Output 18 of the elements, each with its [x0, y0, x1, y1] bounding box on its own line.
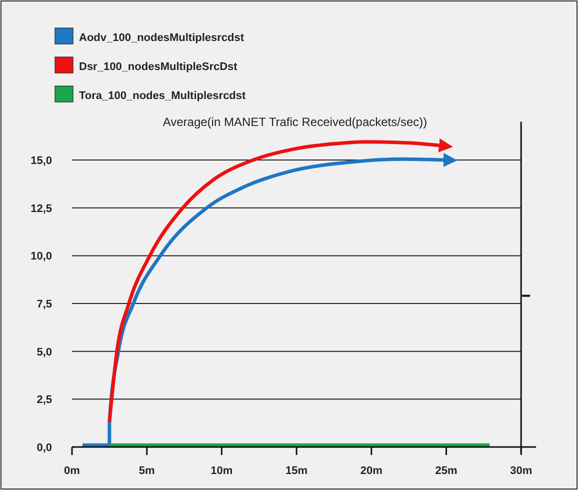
- chart-title: Average(in MANET Trafic Received(packets/sec)): [162, 115, 428, 129]
- x-tick-label: 25m: [435, 465, 458, 477]
- y-tick-label: 5,0: [36, 346, 52, 358]
- y-tick-label: 2,5: [36, 394, 52, 406]
- x-tick-label: 5m: [138, 465, 156, 477]
- y-tick-label: 7,5: [36, 298, 52, 311]
- legend-label: Aodv_100_nodesMultiplesrcdst: [79, 32, 244, 44]
- legend-label: Dsr_100_nodesMultipleSrcDst: [79, 61, 238, 73]
- x-tick-label: 15m: [286, 465, 308, 477]
- x-tick-label: 10m: [210, 465, 233, 477]
- x-tick-label: 20m: [360, 465, 383, 477]
- y-tick-label: 15,0: [30, 155, 52, 168]
- y-tick-label: 0,0: [36, 442, 52, 454]
- legend-label: Tora_100_nodes_Multiplesrcdst: [79, 90, 246, 102]
- x-tick-label: 0m: [64, 465, 80, 477]
- y-tick-label: 12,5: [30, 202, 52, 215]
- y-tick-label: 10,0: [30, 250, 52, 263]
- x-tick-label: 30m: [510, 465, 532, 477]
